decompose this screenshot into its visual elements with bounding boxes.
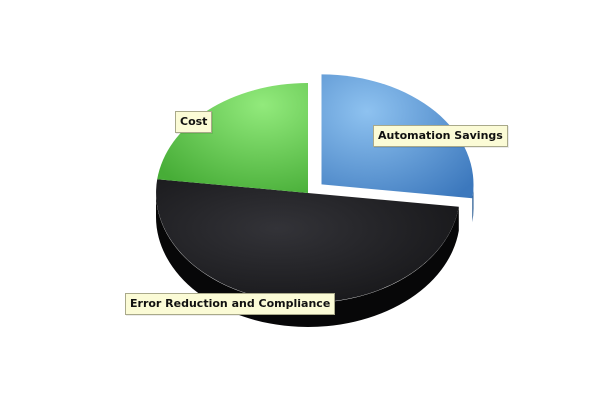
pie-slice-cost: [157, 83, 308, 193]
slice-label-error-reduction: Error Reduction and Compliance: [125, 293, 336, 315]
slice-label-cost: Cost: [175, 111, 213, 133]
pie-slice-error-reduction: [156, 179, 459, 303]
pie-slice-side-automation-savings: [472, 184, 474, 223]
slice-label-automation-savings: Automation Savings: [373, 125, 508, 147]
